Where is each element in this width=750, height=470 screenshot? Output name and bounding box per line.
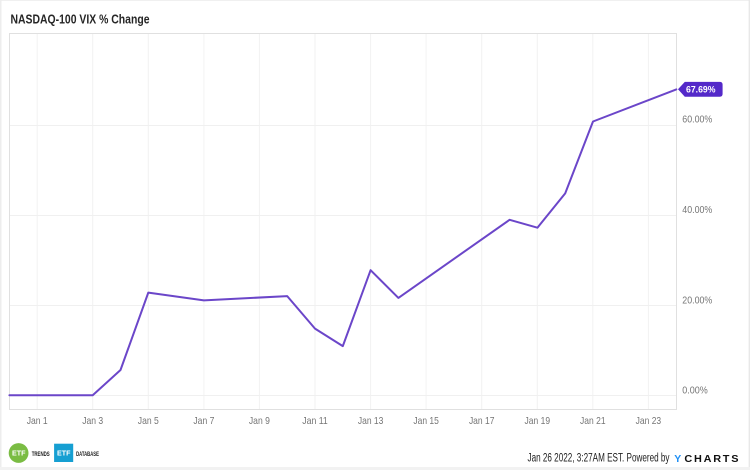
svg-text:0.00%: 0.00% (682, 385, 708, 397)
svg-text:DATABASE: DATABASE (76, 452, 99, 458)
svg-text:Jan 9: Jan 9 (249, 415, 270, 427)
svg-text:Jan 17: Jan 17 (469, 415, 495, 427)
svg-text:40.00%: 40.00% (682, 204, 712, 216)
svg-text:Jan 11: Jan 11 (302, 415, 328, 427)
svg-text:60.00%: 60.00% (682, 114, 712, 126)
svg-text:Jan 15: Jan 15 (413, 415, 439, 427)
svg-text:ETF: ETF (57, 451, 71, 458)
svg-text:Jan 23: Jan 23 (636, 415, 662, 427)
svg-text:CHARTS: CHARTS (684, 454, 740, 465)
svg-text:Y: Y (674, 453, 681, 465)
svg-text:20.00%: 20.00% (682, 294, 712, 306)
svg-text:Jan 3: Jan 3 (82, 415, 103, 427)
svg-text:ETF: ETF (12, 451, 26, 458)
svg-text:Jan 21: Jan 21 (580, 415, 606, 427)
svg-text:Jan 5: Jan 5 (138, 415, 159, 427)
svg-text:Jan 26 2022, 3:27AM EST. Power: Jan 26 2022, 3:27AM EST. Powered by (528, 452, 670, 464)
svg-text:TRENDS: TRENDS (32, 452, 50, 458)
svg-text:Jan 7: Jan 7 (193, 415, 214, 427)
svg-text:Jan 1: Jan 1 (27, 415, 48, 427)
svg-text:Jan 19: Jan 19 (525, 415, 551, 427)
svg-text:NASDAQ-100 VIX % Change: NASDAQ-100 VIX % Change (11, 12, 150, 27)
svg-text:67.69%: 67.69% (686, 85, 716, 95)
svg-text:Jan 13: Jan 13 (358, 415, 384, 427)
